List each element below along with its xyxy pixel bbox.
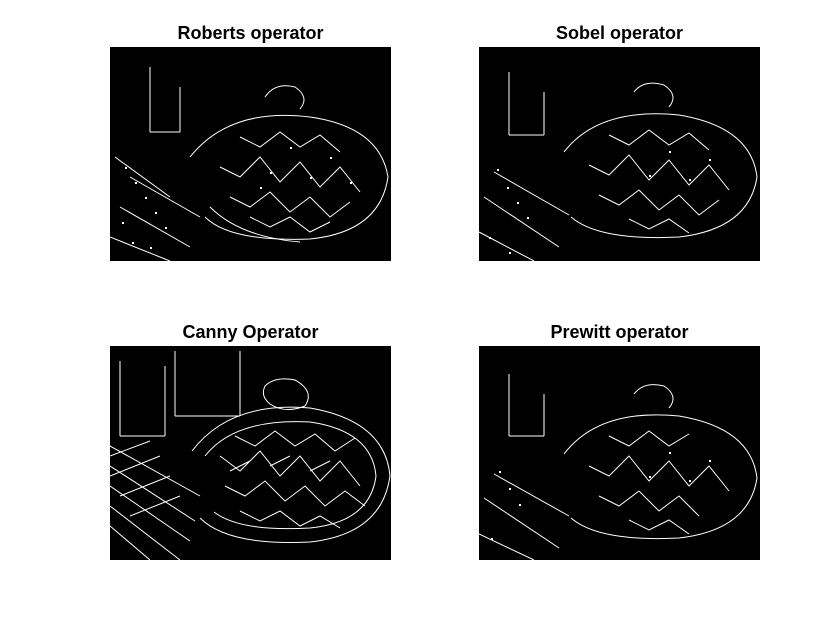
- sobel-edge-image: [479, 47, 760, 261]
- prewitt-title: Prewitt operator: [550, 322, 689, 342]
- canny-title: Canny Operator: [182, 322, 319, 342]
- roberts-edge-plot: [110, 67, 389, 261]
- sobel-title: Sobel operator: [555, 23, 684, 43]
- canny-edge-image: [110, 346, 391, 560]
- roberts-edge-image: [110, 47, 391, 261]
- sobel-edge-plot: [479, 72, 758, 261]
- roberts-title: Roberts operator: [177, 23, 324, 43]
- prewitt-edge-image: [479, 346, 760, 560]
- canny-edge-plot: [110, 351, 391, 560]
- prewitt-edge-plot: [479, 374, 758, 560]
